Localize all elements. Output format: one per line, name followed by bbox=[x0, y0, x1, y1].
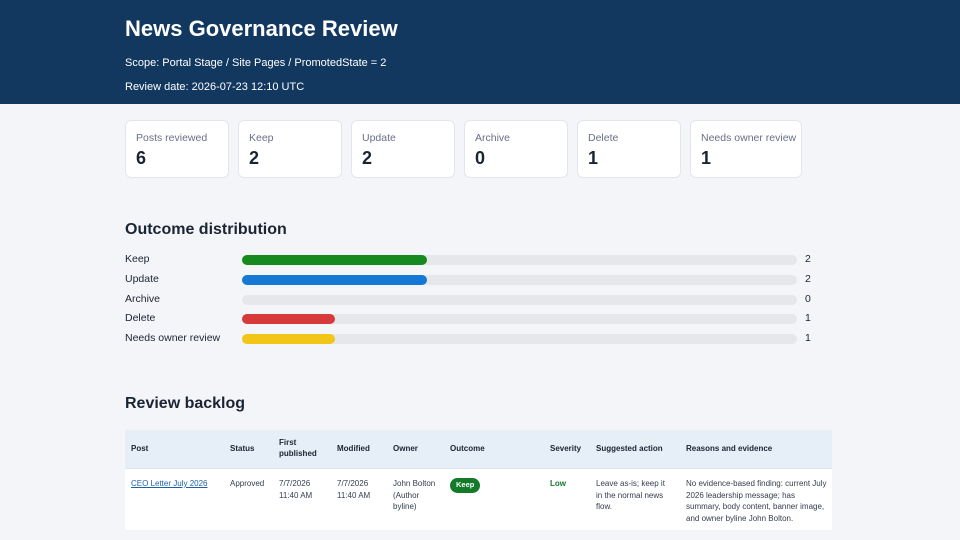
column-header-reasons: Reasons and evidence bbox=[686, 443, 773, 453]
column-header-post: Post bbox=[131, 443, 149, 453]
distribution-track bbox=[242, 255, 797, 265]
cell-modified: 7/7/2026 11:40 AM bbox=[337, 479, 371, 500]
distribution-count: 2 bbox=[805, 273, 811, 285]
post-link[interactable]: CEO Letter July 2026 bbox=[131, 479, 208, 488]
summary-card-label: Archive bbox=[475, 132, 511, 144]
page-title: News Governance Review bbox=[125, 16, 398, 41]
distribution-track bbox=[242, 334, 797, 344]
summary-card-value: 0 bbox=[475, 148, 486, 168]
summary-card-update: Update 2 bbox=[351, 120, 455, 178]
summary-card-value: 2 bbox=[249, 148, 260, 168]
outcome-distribution-title: Outcome distribution bbox=[125, 221, 287, 238]
cell-post: CEO Letter July 2026 bbox=[131, 478, 223, 490]
summary-card-posts-reviewed: Posts reviewed 6 bbox=[125, 120, 229, 178]
column-header-first-published: First published bbox=[279, 438, 317, 458]
column-header-status: Status bbox=[230, 443, 255, 453]
summary-card-keep: Keep 2 bbox=[238, 120, 342, 178]
column-header-severity: Severity bbox=[550, 443, 582, 453]
cell-outcome: Keep bbox=[450, 478, 510, 493]
summary-card-value: 6 bbox=[136, 148, 147, 168]
summary-card-label: Delete bbox=[588, 132, 619, 144]
distribution-track bbox=[242, 275, 797, 285]
distribution-row-delete: Delete 1 bbox=[125, 312, 815, 326]
summary-card-label: Keep bbox=[249, 132, 274, 144]
review-backlog-table: Post Status First published Modified Own… bbox=[125, 430, 832, 530]
distribution-track bbox=[242, 314, 797, 324]
distribution-bar-needs-owner-review bbox=[242, 334, 335, 344]
distribution-count: 0 bbox=[805, 293, 811, 305]
summary-card-label: Posts reviewed bbox=[136, 132, 208, 144]
cell-status: Approved bbox=[230, 479, 265, 488]
distribution-track bbox=[242, 295, 797, 305]
cell-severity: Low bbox=[550, 479, 566, 488]
distribution-bar-delete bbox=[242, 314, 335, 324]
distribution-label: Delete bbox=[125, 312, 156, 324]
distribution-bar-keep bbox=[242, 255, 427, 265]
table-row: CEO Letter July 2026 Approved 7/7/2026 1… bbox=[125, 468, 832, 530]
summary-card-delete: Delete 1 bbox=[577, 120, 681, 178]
summary-card-label: Update bbox=[362, 132, 396, 144]
page-header: News Governance Review Scope: Portal Sta… bbox=[0, 0, 960, 104]
distribution-row-update: Update 2 bbox=[125, 273, 815, 287]
summary-card-needs-owner-review: Needs owner review 1 bbox=[690, 120, 802, 178]
column-header-modified: Modified bbox=[337, 443, 370, 453]
distribution-row-needs-owner-review: Needs owner review 1 bbox=[125, 332, 815, 346]
column-header-outcome: Outcome bbox=[450, 443, 485, 453]
distribution-row-keep: Keep 2 bbox=[125, 253, 815, 267]
distribution-bar-update bbox=[242, 275, 427, 285]
distribution-count: 1 bbox=[805, 332, 811, 344]
distribution-label: Keep bbox=[125, 253, 150, 265]
column-header-suggested-action: Suggested action bbox=[596, 443, 663, 453]
distribution-count: 2 bbox=[805, 253, 811, 265]
column-header-owner: Owner bbox=[393, 443, 418, 453]
distribution-label: Update bbox=[125, 273, 159, 285]
summary-card-archive: Archive 0 bbox=[464, 120, 568, 178]
distribution-label: Archive bbox=[125, 293, 161, 305]
review-backlog-title: Review backlog bbox=[125, 395, 246, 412]
cell-first-published: 7/7/2026 11:40 AM bbox=[279, 479, 313, 500]
cell-owner: John Bolton (Author byline) bbox=[393, 479, 436, 512]
cell-reasons: No evidence-based finding: current July … bbox=[686, 479, 827, 523]
review-date: Review date: 2026-07-23 12:10 UTC bbox=[125, 81, 305, 93]
summary-card-value: 1 bbox=[701, 148, 712, 168]
review-scope: Scope: Portal Stage / Site Pages / Promo… bbox=[125, 57, 387, 69]
distribution-label: Needs owner review bbox=[125, 332, 221, 344]
summary-card-label: Needs owner review bbox=[701, 132, 797, 144]
outcome-badge: Keep bbox=[450, 478, 481, 493]
table-header: Post Status First published Modified Own… bbox=[125, 430, 832, 468]
summary-card-value: 1 bbox=[588, 148, 599, 168]
cell-suggested-action: Leave as-is; keep it in the normal news … bbox=[596, 479, 665, 512]
summary-card-value: 2 bbox=[362, 148, 373, 168]
distribution-row-archive: Archive 0 bbox=[125, 293, 815, 307]
distribution-count: 1 bbox=[805, 312, 811, 324]
